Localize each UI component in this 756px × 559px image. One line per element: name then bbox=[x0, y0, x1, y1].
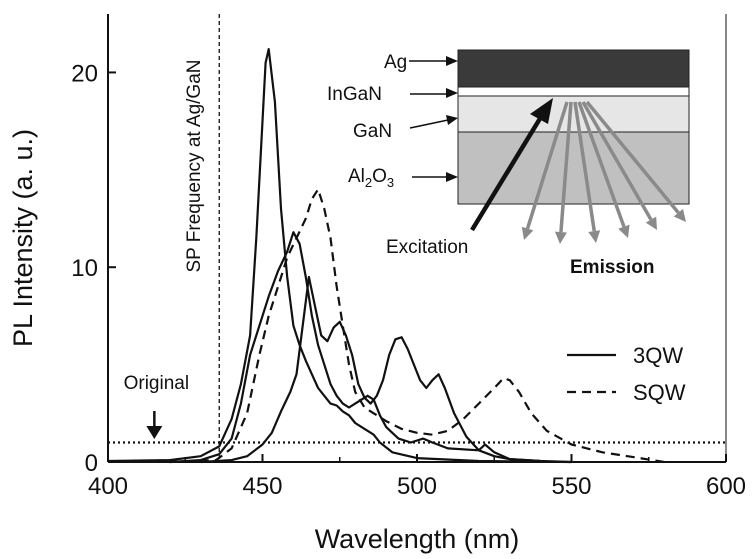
emission-arrow-3 bbox=[573, 101, 596, 232]
original-arrowhead bbox=[146, 426, 163, 439]
y-tick-label-10: 10 bbox=[71, 255, 98, 282]
legend: 3QW SQW bbox=[567, 343, 686, 405]
emission-arrowhead-6 bbox=[673, 208, 686, 222]
layer-ag bbox=[457, 49, 690, 88]
x-tick-label-450: 450 bbox=[242, 473, 282, 500]
layer-label-al2o3: Al2O3 bbox=[348, 166, 394, 190]
layer-label-ag: Ag bbox=[384, 52, 407, 73]
emission-arrowhead-3 bbox=[588, 230, 601, 243]
x-tick-label-550: 550 bbox=[551, 473, 591, 500]
emission-arrow-6 bbox=[585, 100, 680, 214]
series-line-1 bbox=[107, 48, 572, 464]
emission-arrowhead-5 bbox=[645, 216, 657, 230]
legend-label-sqw: SQW bbox=[633, 380, 686, 405]
layer-ingan bbox=[457, 86, 690, 97]
excitation-arrow bbox=[470, 110, 546, 232]
arrowhead-ag bbox=[446, 56, 458, 66]
emission-arrows bbox=[521, 100, 686, 244]
layer-gan bbox=[457, 95, 690, 133]
x-tick-label-400: 400 bbox=[88, 473, 128, 500]
arrowhead-al2o3 bbox=[446, 172, 458, 182]
layer-label-gan: GaN bbox=[353, 121, 392, 142]
layer-label-ingan: InGaN bbox=[327, 84, 382, 105]
x-axis-title: Wavelength (nm) bbox=[315, 524, 520, 554]
x-tick-label-500: 500 bbox=[397, 473, 437, 500]
arrow-gan bbox=[409, 119, 449, 129]
sp-frequency-label: SP Frequency at Ag/GaN bbox=[184, 60, 205, 273]
emission-arrow-1 bbox=[525, 101, 569, 230]
y-axis-title: PL Intensity (a. u.) bbox=[8, 129, 38, 347]
series-group bbox=[107, 48, 665, 464]
emission-arrowhead-1 bbox=[521, 226, 534, 240]
arrowhead-ingan bbox=[446, 88, 458, 98]
emission-arrowhead-2 bbox=[554, 231, 567, 244]
excitation-arrowhead bbox=[530, 98, 553, 124]
emission-arrow-5 bbox=[581, 101, 653, 221]
excitation-label: Excitation bbox=[386, 237, 468, 258]
x-tick-label-600: 600 bbox=[706, 473, 746, 500]
arrowhead-gan bbox=[446, 115, 458, 125]
emission-arrow-2 bbox=[559, 101, 573, 233]
y-ticks: 0 10 20 bbox=[71, 60, 116, 477]
emission-arrow-4 bbox=[577, 101, 626, 228]
emission-label: Emission bbox=[570, 257, 654, 278]
series-line-3 bbox=[169, 231, 541, 464]
original-label: Original bbox=[124, 373, 189, 394]
series-line-4 bbox=[200, 275, 572, 464]
y-tick-label-0: 0 bbox=[85, 450, 98, 477]
x-ticks: 400 450 500 550 600 bbox=[88, 454, 746, 500]
legend-label-3qw: 3QW bbox=[633, 343, 683, 368]
inset-diagram: Ag InGaN GaN Al2O3 Excitation Emission bbox=[327, 49, 690, 278]
emission-arrowhead-4 bbox=[618, 224, 630, 238]
series-line-2 bbox=[169, 188, 665, 464]
y-tick-label-20: 20 bbox=[71, 60, 98, 87]
